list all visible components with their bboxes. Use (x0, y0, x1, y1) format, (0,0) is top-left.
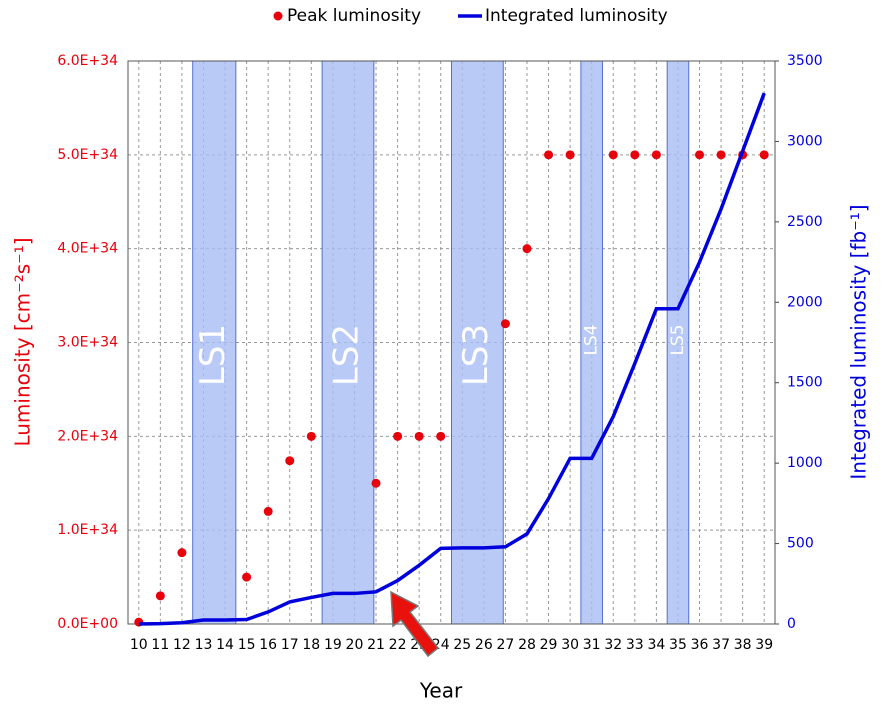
y2-tick-label: 1000 (787, 455, 823, 471)
y-tick-label: 3.0E+34 (57, 335, 118, 351)
plot: 0.0E+00 1.0E+34 2.0E+34 3.0E+34 4.0E+34 5.0E+… (11, 6, 871, 703)
legend-label: Integrated luminosity (485, 6, 668, 26)
y2-tick-label: 2500 (787, 214, 823, 230)
y-tick-label: 6.0E+34 (57, 53, 118, 69)
x-tick-label: 10 (130, 637, 148, 653)
x-tick-label: 22 (389, 637, 407, 653)
y-tick-label: 5.0E+34 (57, 147, 118, 163)
data-point (522, 244, 532, 254)
x-tick-label: 21 (367, 637, 385, 653)
line-series (138, 92, 766, 626)
legend-label: Peak luminosity (287, 6, 421, 26)
x-tick-label: 30 (561, 637, 579, 653)
y2-tick-label: 3000 (787, 133, 823, 149)
data-point (306, 431, 316, 441)
x-tick-label: 33 (626, 637, 644, 653)
x-tick-label: 17 (281, 637, 299, 653)
x-tick-label: 25 (453, 637, 471, 653)
x-tick-label: 31 (583, 637, 601, 653)
x-tick-label: 12 (173, 637, 191, 653)
x-tick-label: 32 (604, 637, 622, 653)
shutdown-label: LS1 (193, 324, 233, 386)
data-point (155, 591, 165, 601)
data-point (608, 150, 618, 160)
shutdown-label: LS2 (326, 324, 366, 386)
x-tick-label: 34 (647, 637, 665, 653)
x-tick-label: 28 (518, 637, 536, 653)
data-point (716, 150, 726, 160)
x-tick-label: 11 (151, 637, 169, 653)
x-tick-label: 37 (712, 637, 730, 653)
x-tick-label: 38 (734, 637, 752, 653)
y2-tick-label: 0 (787, 616, 796, 632)
y-tick-label: 0.0E+00 (57, 616, 118, 632)
y2-tick-label: 500 (787, 536, 814, 552)
x-tick-label: 36 (691, 637, 709, 653)
y2-axis-title: Integrated luminosity [fb⁻¹] (847, 204, 871, 479)
y2-tick-label: 1500 (787, 375, 823, 391)
x-axis-title: Year (419, 679, 463, 703)
data-point (544, 150, 554, 160)
data-point (393, 431, 403, 441)
x-tick-label: 39 (755, 637, 773, 653)
y2-tick-label: 2000 (787, 294, 823, 310)
y-axis-title: Luminosity [cm⁻²s⁻¹] (11, 237, 35, 446)
data-point (263, 506, 273, 516)
data-point (285, 456, 295, 466)
legend-marker (273, 11, 283, 21)
x-tick-label: 13 (195, 637, 213, 653)
plot-frame (127, 60, 776, 625)
x-tick-label: 35 (669, 637, 687, 653)
x-tick-label: 26 (475, 637, 493, 653)
y-tick-label: 2.0E+34 (57, 428, 118, 444)
x-tick-label: 18 (302, 637, 320, 653)
data-point (371, 478, 381, 488)
data-point (565, 150, 575, 160)
data-point (414, 431, 424, 441)
x-tick-label: 29 (540, 637, 558, 653)
data-point (759, 150, 769, 160)
shutdown-label: LS5 (668, 324, 688, 355)
x-tick-label: 16 (259, 637, 277, 653)
data-point (695, 150, 705, 160)
shutdown-band (451, 60, 504, 625)
shutdown-band (192, 60, 237, 625)
data-point (242, 572, 252, 582)
data-point (630, 150, 640, 160)
data-point (436, 431, 446, 441)
x-tick-label: 27 (497, 637, 515, 653)
arrow (390, 590, 440, 658)
x-tick-label: 14 (216, 637, 234, 653)
x-tick-label: 15 (238, 637, 256, 653)
y2-tick-label: 3500 (787, 53, 823, 69)
data-point (500, 319, 510, 329)
data-point (177, 548, 187, 558)
shutdown-label: LS3 (456, 324, 496, 386)
shutdown-label: LS4 (582, 324, 602, 355)
y-tick-label: 1.0E+34 (57, 522, 118, 538)
x-tick-label: 19 (324, 637, 342, 653)
data-point (651, 150, 661, 160)
x-tick-label: 20 (346, 637, 364, 653)
y-tick-label: 4.0E+34 (57, 241, 118, 257)
